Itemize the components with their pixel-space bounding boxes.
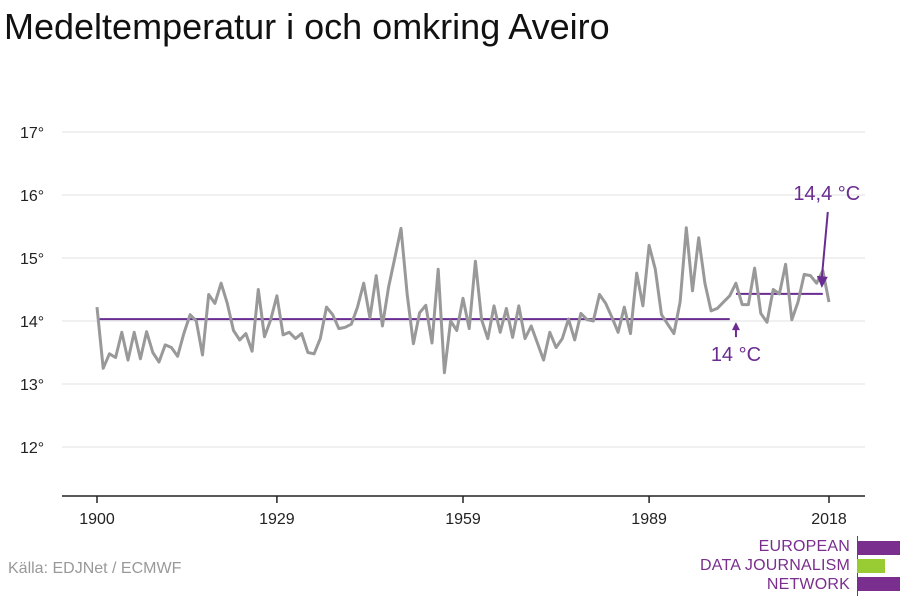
temperature-line — [95, 226, 831, 375]
gridlines — [62, 131, 865, 448]
logo-line-1: EUROPEAN — [758, 538, 850, 555]
logo-bar-2 — [857, 559, 885, 573]
y-axis-ticks: 12° 13° 14° 15° 16° 17° — [20, 125, 44, 457]
logo-line-2: DATA JOURNALISM — [700, 557, 850, 574]
x-tick-label: 1929 — [259, 511, 295, 528]
x-tick-label: 1900 — [79, 511, 115, 528]
x-tick-label: 1989 — [631, 511, 667, 528]
annotation-arrow-line — [820, 211, 829, 279]
y-tick-label: 13° — [20, 377, 44, 394]
annotation-arrowhead — [816, 275, 828, 288]
source-note: Källa: EDJNet / ECMWF — [8, 560, 182, 577]
y-tick-label: 16° — [20, 188, 44, 205]
logo-bar-3 — [857, 577, 900, 591]
x-tick-label: 2018 — [811, 511, 847, 528]
annotation-label: 14 °C — [711, 344, 761, 366]
temperature-series — [95, 226, 831, 375]
x-tick-label: 1959 — [445, 511, 481, 528]
y-tick-label: 14° — [20, 314, 44, 331]
y-tick-label: 17° — [20, 125, 44, 142]
x-axis: 1900 1929 1959 1989 2018 — [62, 495, 865, 528]
chart-title: Medeltemperatur i och omkring Aveiro — [4, 6, 610, 47]
annotations: 14 °C 14,4 °C — [711, 183, 860, 366]
edjnet-logo: EUROPEAN DATA JOURNALISM NETWORK — [700, 536, 900, 596]
annotation-label: 14,4 °C — [793, 183, 860, 205]
logo-line-3: NETWORK — [766, 576, 850, 593]
logo-bar-1 — [857, 541, 900, 555]
y-tick-label: 15° — [20, 251, 44, 268]
y-tick-label: 12° — [20, 440, 44, 457]
annotation-arrowhead — [731, 322, 740, 331]
